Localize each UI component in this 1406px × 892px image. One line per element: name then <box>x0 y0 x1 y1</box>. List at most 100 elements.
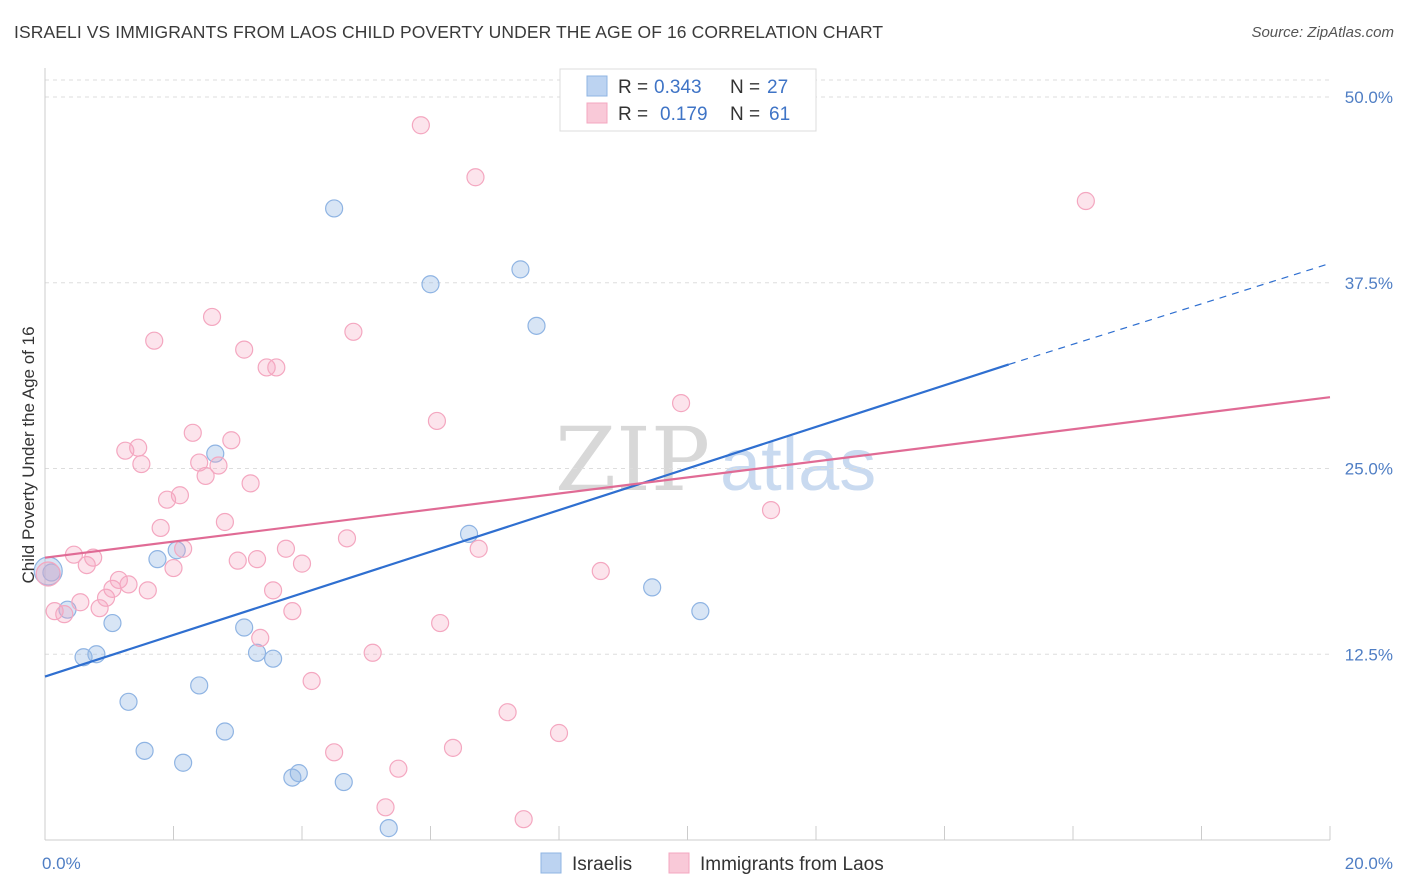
laos-point-43 <box>363 643 382 662</box>
laos-point-21 <box>183 423 202 442</box>
laos-point-30 <box>241 474 260 493</box>
laos-point-51 <box>469 539 488 558</box>
correlation-legend: R = 0.343 N = 27 R = 0.179 N = 61 <box>559 68 817 132</box>
y-tick-label-3: 50.0% <box>1345 88 1393 107</box>
laos-point-36 <box>276 539 296 558</box>
laos-point-27 <box>222 431 241 450</box>
laos-point-47 <box>427 411 447 431</box>
israeli-point-9 <box>174 753 193 772</box>
laos-point-40 <box>325 743 344 762</box>
laos-point-16 <box>151 518 170 538</box>
chart-title: ISRAELI VS IMMIGRANTS FROM LAOS CHILD PO… <box>14 22 884 42</box>
israeli-point-10 <box>190 676 209 695</box>
laos-point-57 <box>761 501 781 520</box>
israeli-point-19 <box>334 772 353 792</box>
laos-point-20 <box>174 539 193 558</box>
y-axis-label: Child Poverty Under the Age of 16 <box>19 326 38 583</box>
laos-trend-line <box>44 396 1331 559</box>
israeli-point-12 <box>215 722 234 741</box>
laos-point-32 <box>251 628 270 648</box>
laos-point-15 <box>145 331 164 350</box>
laos-point-52 <box>498 703 517 722</box>
laos-point-39 <box>302 671 321 691</box>
y-tick-label-1: 25.0% <box>1345 460 1393 479</box>
laos-point-46 <box>411 116 430 135</box>
israeli-point-17 <box>289 764 308 783</box>
laos-point-44 <box>376 798 395 817</box>
laos-point-18 <box>164 558 183 578</box>
israeli-point-14 <box>247 643 267 662</box>
israeli-point-5 <box>119 692 138 711</box>
israeli-point-18 <box>325 199 344 218</box>
israeli-point-25 <box>643 578 662 597</box>
laos-point-11 <box>119 575 138 594</box>
bottom-legend-laos: Immigrants from Laos <box>700 854 884 875</box>
israeli-point-13 <box>235 618 254 637</box>
laos-point-41 <box>337 529 357 548</box>
israeli-point-21 <box>421 275 440 294</box>
legend-r-label-israelis: R = <box>618 77 648 98</box>
laos-point-7 <box>96 588 116 607</box>
legend-r-value-laos: 0.179 <box>660 104 708 125</box>
laos-point-54 <box>549 723 569 743</box>
israeli-point-11 <box>206 444 225 463</box>
x-tick-labels: 0.0% 20.0% <box>42 854 1393 873</box>
scatter-points <box>33 116 1095 838</box>
source-label: Source: ZipAtlas.com <box>1251 24 1394 41</box>
israeli-point-6 <box>135 741 154 760</box>
laos-point-38 <box>292 554 312 573</box>
x-tick-label-0: 0.0% <box>42 854 81 873</box>
laos-point-25 <box>209 456 228 475</box>
zipatlas-watermark: ZIP atlas <box>555 408 876 511</box>
bottom-legend-swatch-laos <box>668 852 690 874</box>
y-tick-label-0: 12.5% <box>1345 645 1393 664</box>
laos-point-48 <box>431 613 450 633</box>
laos-point-50 <box>466 168 485 187</box>
laos-point-42 <box>344 322 363 341</box>
israelis-trend-extension <box>1008 262 1331 366</box>
laos-point-large <box>35 561 61 587</box>
x-tick-label-1: 20.0% <box>1345 854 1393 873</box>
legend-swatch-israelis <box>586 75 608 97</box>
laos-point-35 <box>267 358 286 377</box>
laos-point-58 <box>1076 191 1095 211</box>
laos-point-24 <box>202 307 222 327</box>
y-tick-label-2: 37.5% <box>1345 274 1393 293</box>
legend-swatch-laos <box>586 102 608 124</box>
laos-point-3 <box>71 593 90 612</box>
bottom-legend-israelis: Israelis <box>572 854 632 875</box>
laos-point-13 <box>132 454 151 474</box>
laos-point-4 <box>77 555 96 575</box>
laos-point-12 <box>129 438 148 457</box>
laos-point-6 <box>90 599 109 618</box>
legend-r-value-israelis: 0.343 <box>654 77 702 98</box>
laos-point-37 <box>283 602 302 621</box>
series-legend: Israelis Immigrants from Laos <box>540 852 884 875</box>
israeli-point-23 <box>511 260 530 279</box>
legend-n-label-laos: N = <box>730 104 760 125</box>
trend-lines <box>44 262 1331 678</box>
bottom-legend-swatch-israelis <box>540 852 562 874</box>
laos-point-28 <box>228 551 247 570</box>
legend-n-value-laos: 61 <box>769 104 790 125</box>
israeli-point-7 <box>148 550 167 569</box>
watermark-zip: ZIP <box>555 408 710 511</box>
laos-point-56 <box>671 394 691 413</box>
israeli-point-4 <box>103 613 122 633</box>
laos-point-34 <box>263 581 283 600</box>
laos-point-23 <box>196 466 215 486</box>
laos-point-49 <box>443 738 463 757</box>
israeli-point-26 <box>691 602 710 621</box>
israelis-trend-line <box>44 363 1010 678</box>
laos-point-5 <box>84 548 103 567</box>
legend-r-label-laos: R = <box>618 104 648 125</box>
laos-point-14 <box>138 581 157 600</box>
legend-n-value-israelis: 27 <box>767 77 788 98</box>
laos-point-53 <box>514 810 533 829</box>
laos-point-9 <box>109 570 128 590</box>
laos-point-45 <box>389 759 408 778</box>
laos-point-33 <box>257 358 276 377</box>
israeli-point-24 <box>527 316 546 335</box>
y-tick-labels: 12.5% 25.0% 37.5% 50.0% <box>1345 88 1393 664</box>
